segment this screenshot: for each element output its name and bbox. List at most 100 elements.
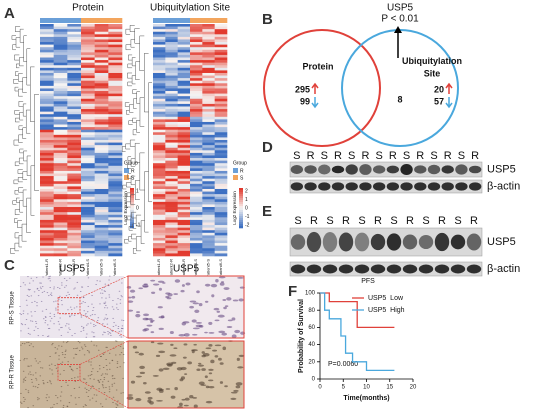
heatmap-cell	[202, 201, 215, 205]
heatmap-cell	[67, 132, 82, 136]
heatmap-cell	[53, 214, 68, 218]
legend-label: USP5 High	[368, 307, 405, 314]
cell-nucleus	[76, 281, 79, 283]
heatmap-cell	[94, 147, 109, 151]
heatmap-cell	[108, 72, 123, 76]
cell-nucleus	[93, 323, 95, 325]
heatmap-cell	[40, 31, 54, 35]
cell-nucleus	[112, 308, 115, 310]
heatmap-cell	[165, 140, 178, 143]
heatmap-cell	[108, 42, 123, 45]
heatmap-cell	[40, 88, 54, 92]
lane-label: R	[342, 215, 350, 227]
heatmap-cell	[94, 134, 109, 138]
cell-nucleus	[40, 300, 43, 302]
heatmap-cell	[40, 188, 54, 192]
band	[427, 182, 441, 191]
heatmap-cell	[165, 62, 178, 66]
cell-nucleus	[127, 394, 133, 396]
dendrogram	[131, 75, 136, 85]
heatmap-cell	[165, 155, 178, 159]
heatmap-cell	[67, 44, 82, 48]
cell-nucleus	[112, 300, 114, 302]
heatmap-cell	[177, 158, 191, 161]
heatmap-cell	[190, 109, 203, 112]
heatmap-cell	[202, 165, 215, 169]
cell-nucleus	[103, 287, 106, 289]
heatmap-cell	[153, 245, 166, 249]
heatmap-cell	[202, 109, 215, 112]
heatmap-cell	[81, 225, 95, 228]
heatmap-cell	[165, 145, 178, 149]
heatmap-cell	[214, 72, 228, 76]
scale-tick: -1	[136, 222, 141, 228]
heatmap-cell	[165, 36, 178, 40]
heatmap-cell	[67, 29, 82, 33]
heatmap-cell	[202, 114, 215, 118]
heatmap-cell	[81, 142, 95, 146]
heatmap-cell	[40, 49, 54, 53]
heatmap-cell	[177, 42, 191, 45]
cell-nucleus	[201, 368, 206, 371]
heatmap-cell	[108, 88, 123, 92]
heatmap-cell	[153, 183, 166, 187]
cell-nucleus	[182, 356, 187, 359]
heatmap-cell	[108, 116, 123, 120]
cell-nucleus	[35, 277, 38, 279]
cell-nucleus	[71, 377, 73, 379]
cell-nucleus	[65, 349, 67, 351]
dendrogram	[135, 214, 142, 227]
heatmap-cell	[165, 111, 178, 115]
cell-nucleus	[122, 392, 124, 394]
cell-nucleus	[183, 333, 190, 337]
dendrogram	[121, 146, 126, 152]
cell-nucleus	[50, 363, 53, 365]
lane-label: R	[471, 150, 479, 162]
heatmap-cell	[153, 93, 166, 97]
cell-nucleus	[230, 391, 238, 394]
cell-nucleus	[49, 293, 52, 295]
heatmap-cell	[190, 170, 203, 174]
group-bar	[53, 18, 68, 23]
heatmap-cell	[214, 235, 228, 239]
heatmap-cell	[214, 170, 228, 174]
cell-nucleus	[119, 354, 121, 356]
column-label: Patient4-S	[85, 259, 90, 278]
heatmap-cell	[214, 83, 228, 87]
heatmap-cell	[202, 24, 215, 27]
cell-nucleus	[143, 327, 150, 331]
x-tick-label: 15	[386, 385, 393, 391]
heatmap-cell	[153, 134, 166, 138]
cell-nucleus	[192, 327, 200, 330]
cell-nucleus	[58, 355, 60, 357]
cell-nucleus	[223, 287, 230, 290]
heatmap-cell	[40, 237, 54, 241]
heatmap-cell	[81, 207, 95, 210]
cell-nucleus	[150, 279, 156, 282]
lane-label: R	[470, 215, 478, 227]
cell-nucleus	[23, 359, 25, 361]
cell-nucleus	[104, 301, 107, 303]
heatmap-cell	[53, 24, 68, 27]
heatmap-cell	[214, 214, 228, 218]
cell-nucleus	[86, 333, 88, 335]
cell-nucleus	[36, 302, 38, 304]
band	[434, 264, 450, 274]
heatmap-cell	[190, 134, 203, 138]
cell-nucleus	[82, 327, 85, 329]
heatmap-cell	[202, 62, 215, 66]
heatmap-cell	[108, 78, 123, 82]
cell-nucleus	[85, 324, 88, 326]
heatmap-cell	[81, 158, 95, 161]
cell-nucleus	[27, 332, 30, 334]
heatmap-cell	[53, 91, 68, 94]
band	[386, 165, 400, 174]
heatmap-cell	[53, 119, 68, 123]
cell-nucleus	[65, 285, 68, 287]
cell-nucleus	[85, 313, 87, 315]
cell-nucleus	[27, 390, 30, 392]
cell-nucleus	[95, 345, 98, 347]
dendrogram	[14, 242, 19, 252]
heatmap-cell	[177, 199, 191, 203]
heatmap-cell	[94, 36, 109, 40]
